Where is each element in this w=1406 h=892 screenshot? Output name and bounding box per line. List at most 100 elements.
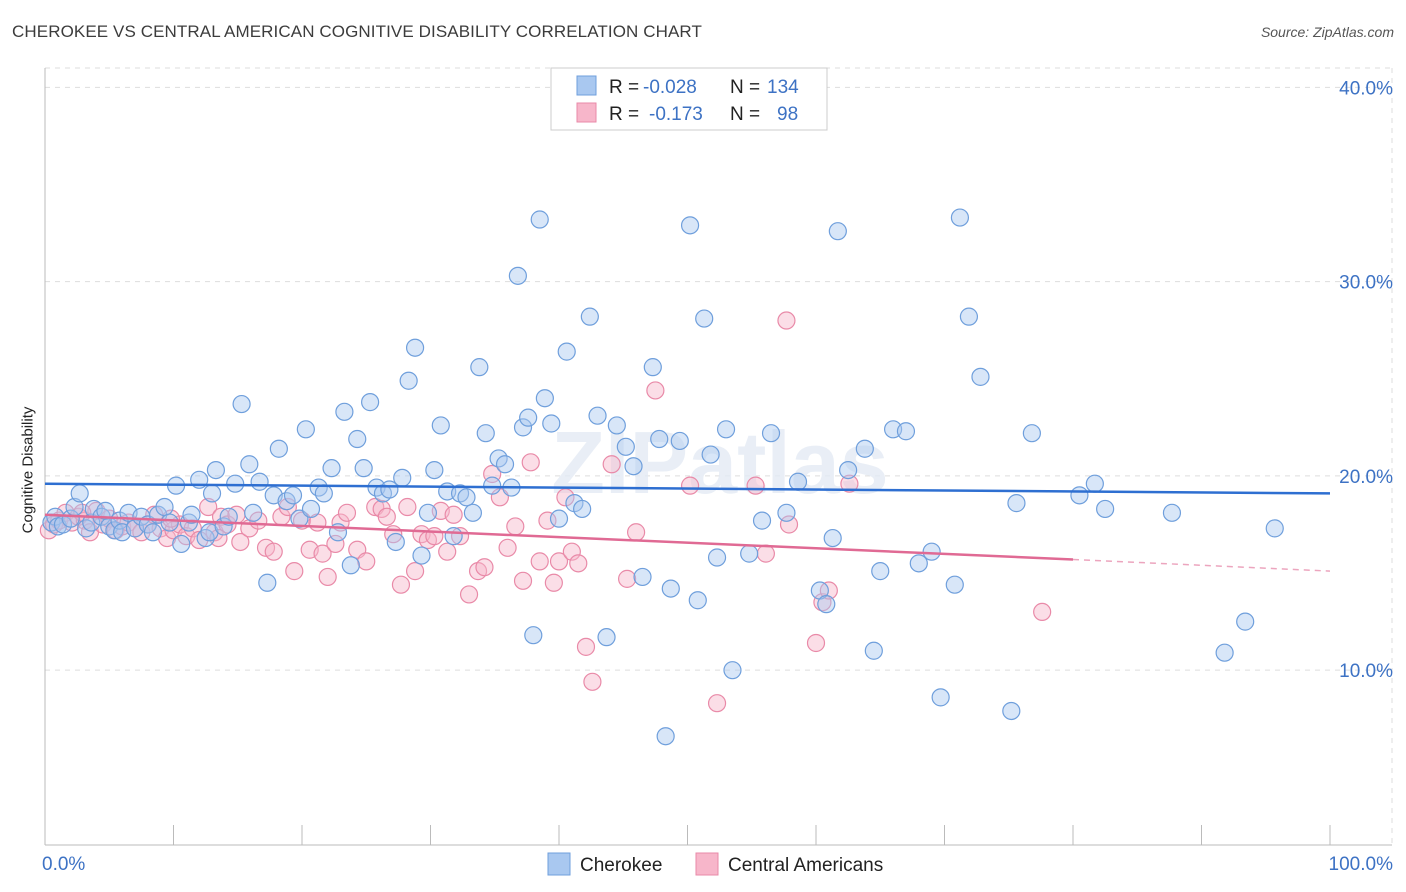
central-point-76 [562, 542, 581, 561]
stats-legend: R = -0.028 N = 134 R = -0.173 N = 98 [550, 67, 828, 131]
central-point-41 [313, 544, 332, 563]
central-point-43 [326, 534, 345, 554]
cherokee-point-39 [250, 472, 269, 491]
legend-n-label-2: N = [730, 104, 760, 125]
legend-swatch-central [576, 102, 597, 123]
central-point-25 [199, 497, 218, 517]
cherokee-point-137 [1162, 503, 1182, 522]
cherokee-point-91 [588, 406, 607, 425]
cherokee-point-138 [1215, 643, 1234, 662]
cherokee-point-124 [909, 554, 928, 573]
cherokee-point-87 [557, 342, 576, 361]
cherokee-point-74 [476, 424, 495, 443]
cherokee-point-89 [573, 499, 592, 519]
bottom-legend-cherokee: Cherokee [580, 855, 662, 876]
cherokee-point-127 [945, 575, 964, 594]
cherokee-point-23 [160, 513, 179, 532]
cherokee-point-37 [240, 455, 259, 474]
cherokee-point-75 [483, 476, 502, 495]
central-point-87 [756, 544, 775, 563]
axes [44, 68, 1392, 846]
cherokee-point-111 [761, 424, 781, 443]
cherokee-point-42 [269, 439, 288, 458]
central-point-79 [583, 672, 602, 691]
cherokee-point-83 [530, 210, 549, 229]
cherokee-point-110 [752, 511, 772, 530]
cherokee-point-8 [82, 513, 101, 532]
x-tick-labels: 0.0% 100.0% [42, 854, 1393, 875]
central-point-90 [806, 633, 826, 653]
cherokee-point-55 [354, 459, 373, 478]
cherokee-point-93 [607, 416, 626, 435]
cherokee-point-125 [922, 542, 941, 561]
cherokee-point-139 [1236, 612, 1255, 631]
y-tick-label-3: 40.0% [1339, 78, 1393, 99]
central-point-89 [779, 515, 799, 534]
y-tick-label-0: 10.0% [1339, 661, 1393, 682]
cherokee-trend-line [44, 482, 1331, 495]
legend-r-label-1: R = [609, 77, 639, 98]
central-point-48 [366, 497, 385, 517]
central-point-97 [209, 528, 228, 548]
central-point-30 [231, 532, 250, 552]
cherokee-point-118 [839, 460, 858, 480]
cherokee-point-107 [716, 420, 736, 439]
cherokee-point-66 [425, 460, 444, 480]
cherokee-point-71 [457, 488, 476, 507]
cherokee-point-105 [701, 445, 720, 464]
central-point-74 [549, 552, 569, 571]
cherokee-point-102 [680, 216, 700, 235]
central-point-34 [264, 542, 283, 561]
cherokee-point-62 [399, 371, 418, 390]
cherokee-point-84 [535, 389, 554, 408]
cherokee-point-54 [348, 429, 367, 449]
cherokee-point-38 [244, 503, 263, 522]
trend-lines [44, 482, 1331, 572]
cherokee-point-130 [971, 367, 990, 386]
cherokee-point-101 [670, 431, 689, 451]
legend-n-label-1: N = [730, 77, 760, 98]
central-point-67 [498, 538, 517, 557]
cherokee-point-56 [361, 393, 380, 412]
cherokee-point-123 [896, 422, 916, 441]
cherokee-point-135 [1085, 474, 1104, 493]
central-point-82 [626, 523, 646, 542]
cherokee-point-47 [301, 499, 321, 519]
cherokee-point-73 [470, 358, 489, 377]
central-trend-line [44, 513, 1074, 561]
cherokee-point-77 [495, 455, 515, 474]
central-point-47 [357, 552, 376, 571]
cherokee-point-65 [418, 503, 438, 522]
cherokee-point-45 [290, 509, 309, 528]
chart-title: CHEROKEE VS CENTRAL AMERICAN COGNITIVE D… [12, 22, 702, 41]
legend-r-value-1: -0.028 [643, 77, 697, 98]
cherokee-point-80 [513, 418, 533, 437]
cherokee-point-4 [61, 509, 80, 528]
source-label: Source: ZipAtlas.com [1260, 24, 1394, 40]
cherokee-point-69 [444, 527, 463, 546]
cherokee-point-131 [1002, 701, 1021, 721]
cherokee-point-108 [723, 661, 742, 680]
cherokee-point-44 [283, 486, 303, 505]
cherokee-point-95 [624, 457, 643, 476]
cherokee-point-126 [931, 688, 950, 707]
cherokee-point-140 [1265, 519, 1284, 538]
legend-r-value-2: -0.173 [649, 104, 703, 125]
cherokee-point-48 [309, 478, 328, 497]
cherokee-point-121 [871, 562, 890, 581]
x-tick-label-1: 100.0% [1329, 854, 1394, 875]
cherokee-point-49 [314, 484, 333, 503]
y-tick-labels: 10.0% 20.0% 30.0% 40.0% [1339, 78, 1393, 682]
cherokee-point-94 [616, 437, 635, 456]
central-point-71 [530, 552, 549, 571]
cherokee-point-117 [828, 222, 847, 241]
central-point-37 [285, 562, 304, 581]
cherokee-point-128 [950, 208, 970, 227]
bottom-legend-central: Central Americans [728, 855, 883, 876]
cherokee-point-63 [405, 338, 425, 357]
central-point-86 [746, 476, 765, 495]
central-point-50 [377, 507, 396, 526]
central-point-70 [521, 453, 540, 472]
central-point-77 [569, 554, 588, 573]
